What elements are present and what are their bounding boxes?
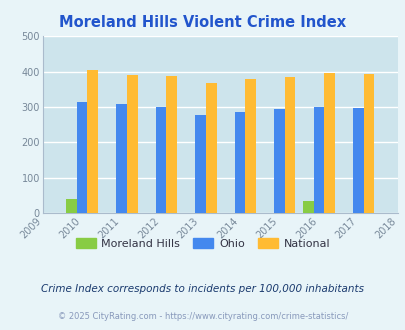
Text: Moreland Hills Violent Crime Index: Moreland Hills Violent Crime Index [59, 15, 346, 30]
Bar [205, 83, 216, 213]
Bar [234, 112, 245, 213]
Bar [273, 109, 284, 213]
Bar [245, 79, 255, 213]
Bar [195, 115, 205, 213]
Bar [66, 199, 77, 213]
Bar [166, 76, 177, 213]
Bar [363, 74, 373, 213]
Bar [77, 102, 87, 213]
Bar [127, 76, 137, 213]
Bar [313, 107, 324, 213]
Bar [324, 73, 334, 213]
Bar [116, 104, 127, 213]
Legend: Moreland Hills, Ohio, National: Moreland Hills, Ohio, National [71, 234, 334, 253]
Text: Crime Index corresponds to incidents per 100,000 inhabitants: Crime Index corresponds to incidents per… [41, 284, 364, 294]
Bar [284, 77, 295, 213]
Bar [302, 201, 313, 213]
Bar [156, 107, 166, 213]
Text: © 2025 CityRating.com - https://www.cityrating.com/crime-statistics/: © 2025 CityRating.com - https://www.city… [58, 312, 347, 321]
Bar [87, 70, 98, 213]
Bar [352, 108, 363, 213]
